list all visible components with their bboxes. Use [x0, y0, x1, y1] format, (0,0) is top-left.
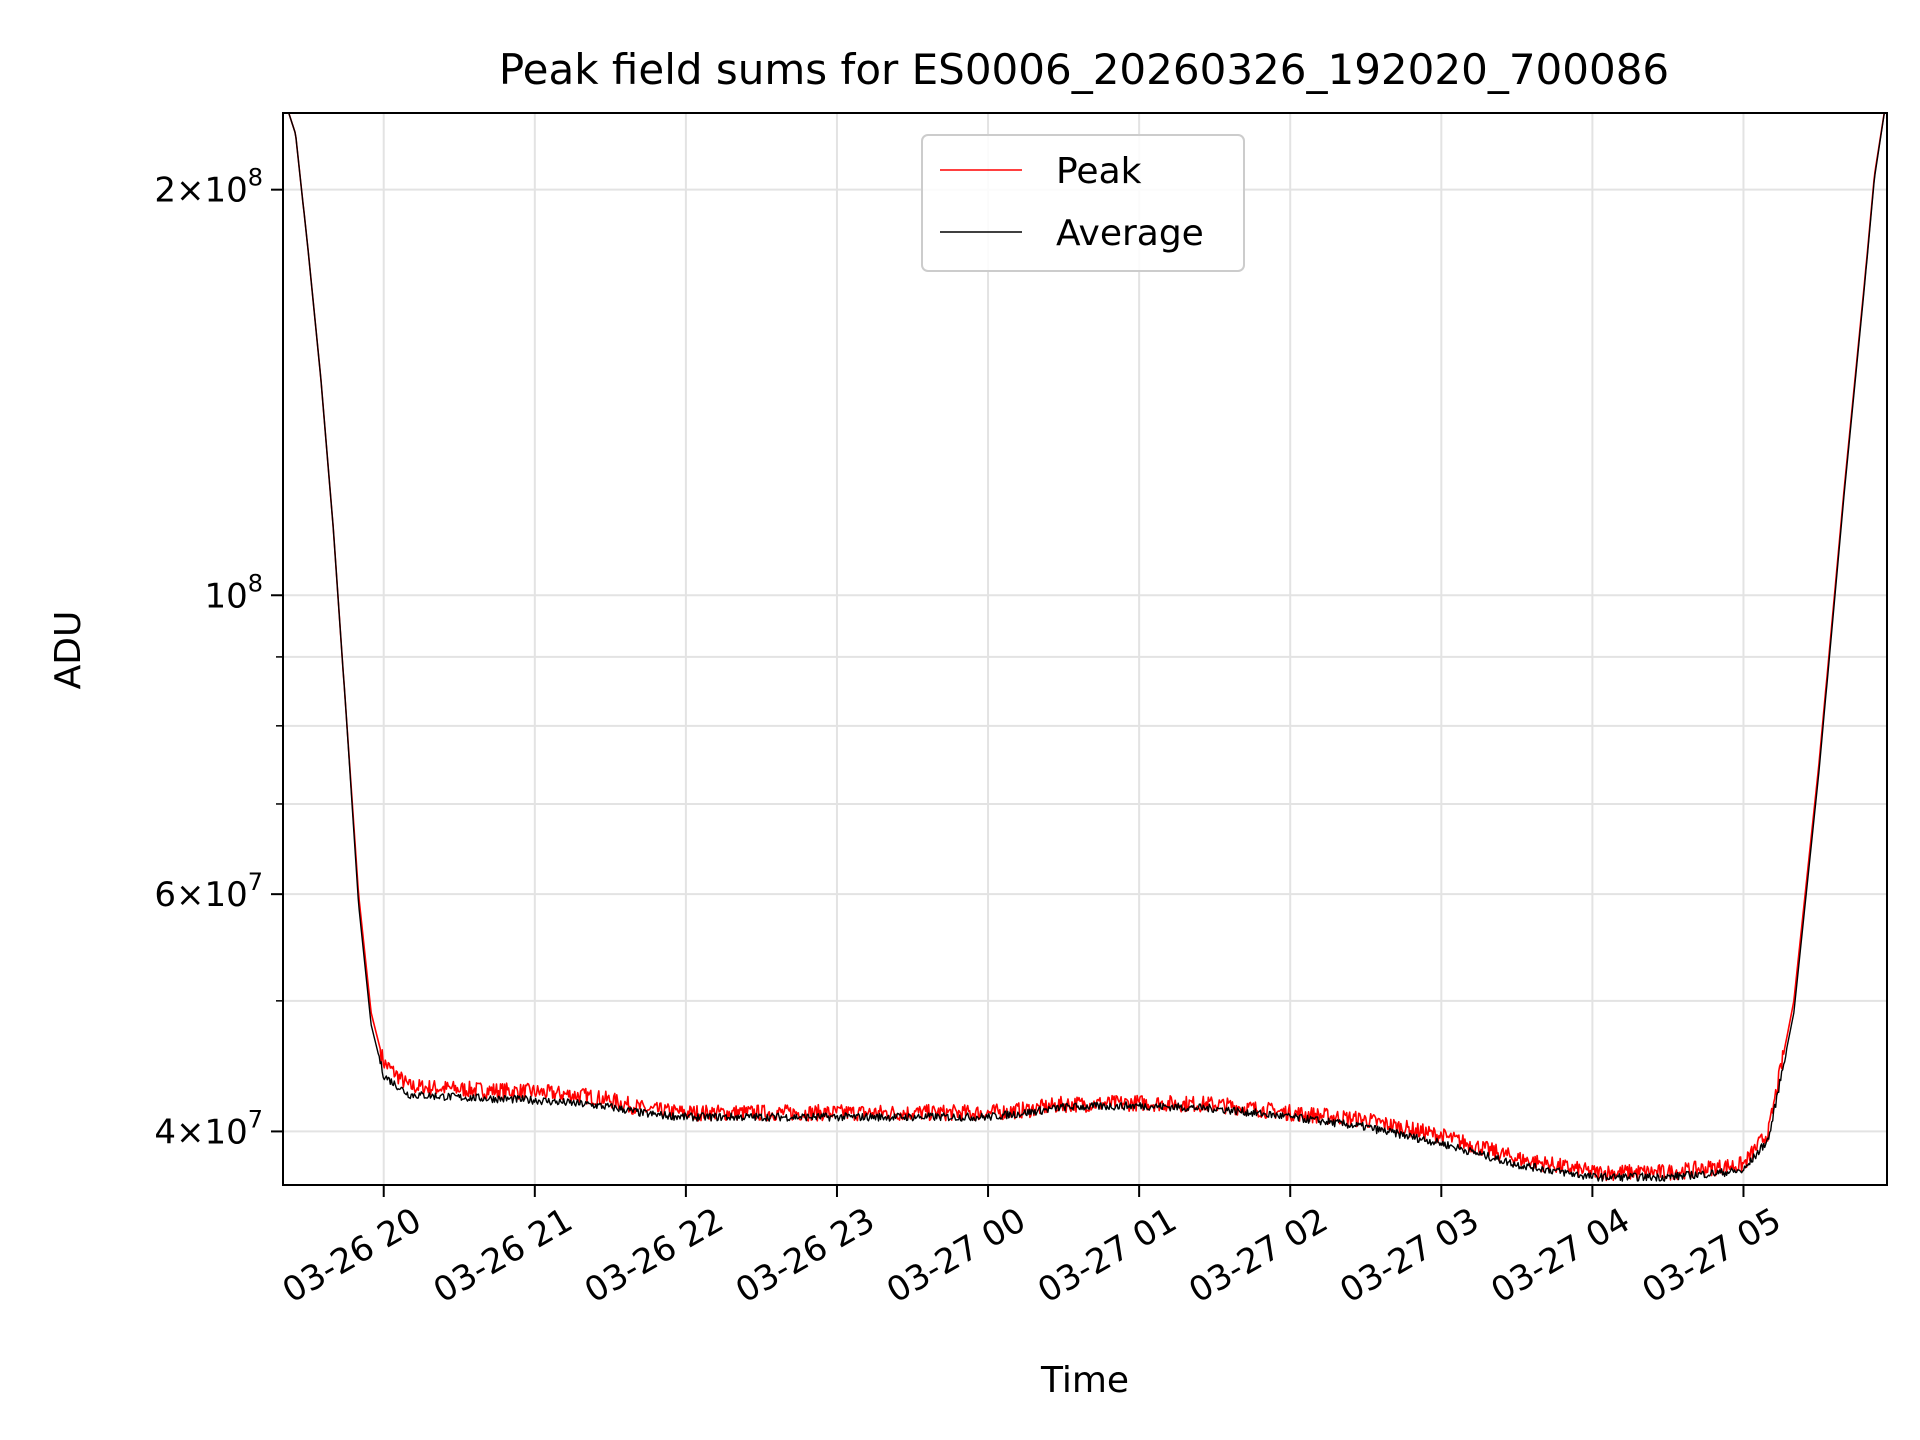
chart-title: Peak field sums for ES0006_20260326_1920… — [499, 45, 1669, 94]
legend-label-peak: Peak — [1056, 151, 1142, 192]
y-axis-ticks: 4×107 6×107 108 2×108 — [154, 164, 283, 1152]
y-tick-label: 6×107 — [154, 868, 263, 915]
y-axis-label: ADU — [48, 611, 89, 690]
series-line-peak — [287, 113, 1886, 1182]
series-layer — [287, 113, 1886, 1182]
plot-frame — [282, 112, 1888, 1186]
y-tick-label: 108 — [204, 569, 263, 616]
legend-label-average: Average — [1056, 213, 1204, 254]
legend: Peak Average — [921, 134, 1245, 272]
x-axis-label: Time — [1040, 1360, 1129, 1401]
legend-box — [921, 134, 1245, 272]
y-tick-label: 4×107 — [154, 1105, 263, 1152]
series-line-average — [288, 113, 1886, 1182]
y-tick-label: 2×108 — [154, 164, 263, 211]
